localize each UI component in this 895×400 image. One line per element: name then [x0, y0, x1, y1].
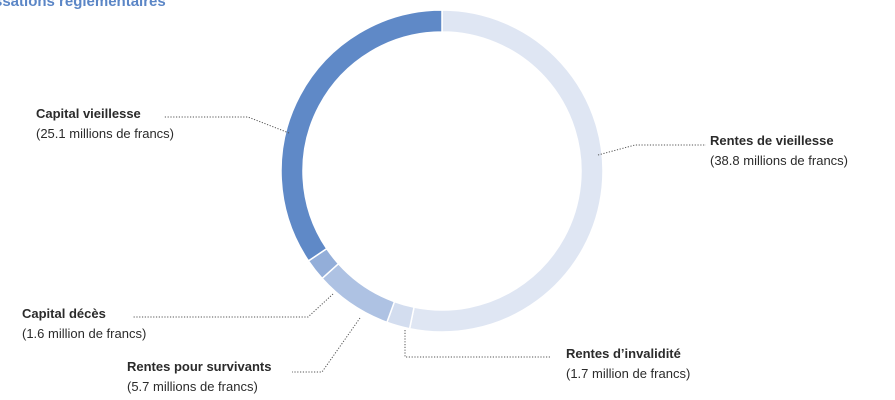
label-rentes-vieillesse: Rentes de vieillesse (38.8 millions de f… — [710, 131, 848, 171]
leader-rentes-vieillesse — [597, 144, 706, 156]
slice-amount: (1.7 million de francs) — [566, 366, 691, 381]
leader-capital-deces — [132, 293, 334, 318]
slice-name: Rentes pour survivants — [127, 359, 272, 374]
slice-name: Capital vieillesse — [36, 106, 141, 121]
slice-name: Rentes d’invalidité — [566, 346, 681, 361]
slice-amount: (38.8 millions de francs) — [710, 153, 848, 168]
slice-name: Rentes de vieillesse — [710, 133, 834, 148]
leader-rentes-invalidite — [404, 330, 550, 358]
leader-capital-vieillesse — [164, 116, 290, 134]
label-capital-vieillesse: Capital vieillesse (25.1 millions de fra… — [36, 104, 174, 144]
slice-amount: (5.7 millions de francs) — [127, 379, 258, 394]
label-rentes-survivants: Rentes pour survivants (5.7 millions de … — [127, 357, 272, 397]
slice-amount: (1.6 million de francs) — [22, 326, 147, 341]
slice-name: Capital décès — [22, 306, 106, 321]
label-rentes-invalidite: Rentes d’invalidité (1.7 million de fran… — [566, 344, 690, 384]
slice-rentes-survivants — [321, 262, 396, 324]
slice-rentes-vieillesse — [408, 9, 604, 333]
chart-title: ssations réglementaires — [0, 0, 166, 10]
slice-capital-vieillesse — [280, 9, 443, 262]
slice-amount: (25.1 millions de francs) — [36, 126, 174, 141]
leader-rentes-survivants — [292, 317, 361, 373]
label-capital-deces: Capital décès (1.6 million de francs) — [22, 304, 146, 344]
